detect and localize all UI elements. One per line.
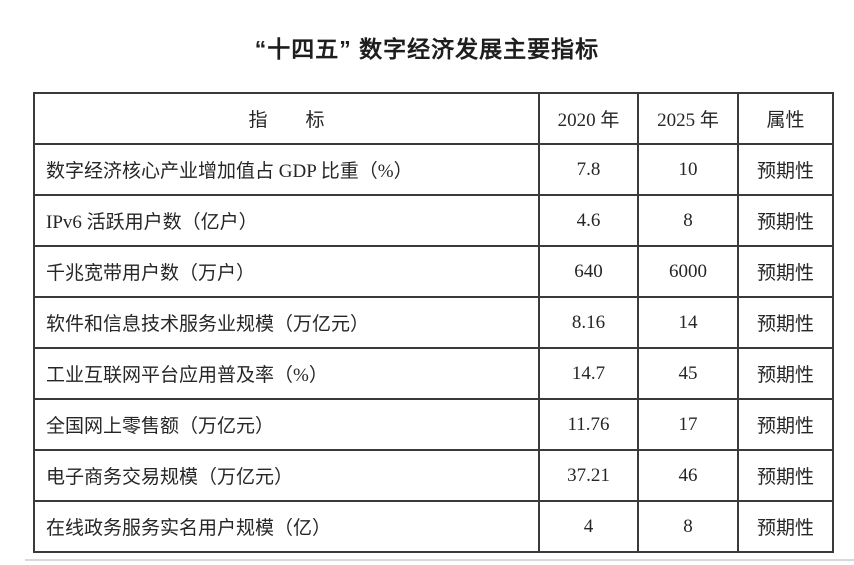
indicator-table: 指 标 2020 年 2025 年 属性 数字经济核心产业增加值占 GDP 比重… bbox=[33, 92, 834, 553]
header-indicator: 指 标 bbox=[33, 92, 540, 145]
value-2025: 46 bbox=[637, 449, 739, 502]
value-2025: 8 bbox=[637, 500, 739, 553]
attribute-value: 预期性 bbox=[737, 245, 834, 298]
value-2025: 45 bbox=[637, 347, 739, 400]
table-header-row: 指 标 2020 年 2025 年 属性 bbox=[33, 92, 834, 145]
page-title: “十四五” 数字经济发展主要指标 bbox=[254, 36, 600, 62]
table-row: 数字经济核心产业增加值占 GDP 比重（%） 7.8 10 预期性 bbox=[33, 143, 834, 196]
attribute-value: 预期性 bbox=[737, 194, 834, 247]
indicator-label: 数字经济核心产业增加值占 GDP 比重（%） bbox=[33, 143, 540, 196]
value-2020: 14.7 bbox=[538, 347, 639, 400]
attribute-value: 预期性 bbox=[737, 398, 834, 451]
value-2020: 4.6 bbox=[538, 194, 639, 247]
value-2020: 640 bbox=[538, 245, 639, 298]
attribute-value: 预期性 bbox=[737, 500, 834, 553]
indicator-label: 千兆宽带用户数（万户） bbox=[33, 245, 540, 298]
indicator-label: 工业互联网平台应用普及率（%） bbox=[33, 347, 540, 400]
header-2020: 2020 年 bbox=[538, 92, 639, 145]
value-2025: 14 bbox=[637, 296, 739, 349]
table-row: 工业互联网平台应用普及率（%） 14.7 45 预期性 bbox=[33, 347, 834, 400]
table-row: IPv6 活跃用户数（亿户） 4.6 8 预期性 bbox=[33, 194, 834, 247]
value-2025: 17 bbox=[637, 398, 739, 451]
value-2020: 11.76 bbox=[538, 398, 639, 451]
header-2025: 2025 年 bbox=[637, 92, 739, 145]
attribute-value: 预期性 bbox=[737, 449, 834, 502]
indicator-label: 在线政务服务实名用户规模（亿） bbox=[33, 500, 540, 553]
table-row: 千兆宽带用户数（万户） 640 6000 预期性 bbox=[33, 245, 834, 298]
value-2020: 37.21 bbox=[538, 449, 639, 502]
table-row: 全国网上零售额（万亿元） 11.76 17 预期性 bbox=[33, 398, 834, 451]
value-2020: 7.8 bbox=[538, 143, 639, 196]
indicator-label: 软件和信息技术服务业规模（万亿元） bbox=[33, 296, 540, 349]
table-row: 电子商务交易规模（万亿元） 37.21 46 预期性 bbox=[33, 449, 834, 502]
scan-artifact-line bbox=[25, 559, 854, 561]
attribute-value: 预期性 bbox=[737, 296, 834, 349]
attribute-value: 预期性 bbox=[737, 347, 834, 400]
value-2020: 4 bbox=[538, 500, 639, 553]
table-row: 在线政务服务实名用户规模（亿） 4 8 预期性 bbox=[33, 500, 834, 553]
indicator-label: IPv6 活跃用户数（亿户） bbox=[33, 194, 540, 247]
value-2025: 6000 bbox=[637, 245, 739, 298]
value-2025: 8 bbox=[637, 194, 739, 247]
table-row: 软件和信息技术服务业规模（万亿元） 8.16 14 预期性 bbox=[33, 296, 834, 349]
indicator-label: 全国网上零售额（万亿元） bbox=[33, 398, 540, 451]
indicator-label: 电子商务交易规模（万亿元） bbox=[33, 449, 540, 502]
value-2020: 8.16 bbox=[538, 296, 639, 349]
attribute-value: 预期性 bbox=[737, 143, 834, 196]
header-attribute: 属性 bbox=[737, 92, 834, 145]
value-2025: 10 bbox=[637, 143, 739, 196]
